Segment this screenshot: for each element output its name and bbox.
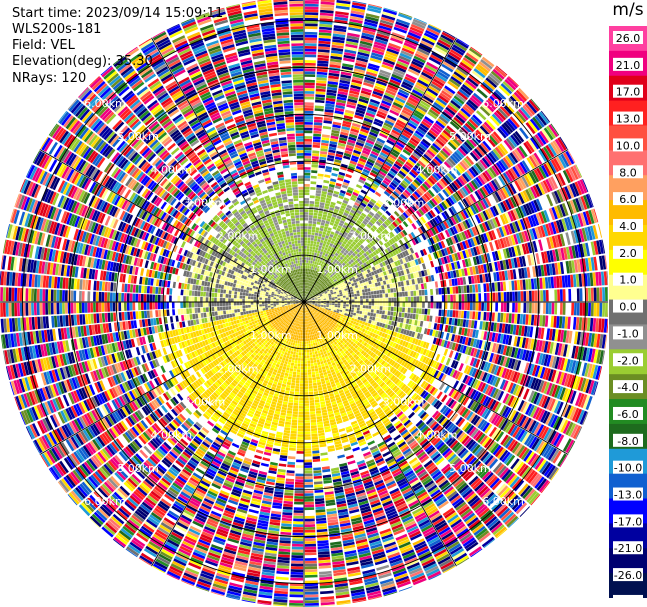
range-ring-label: 1.00km: [316, 263, 358, 276]
colorbar-tick-label: 2.0: [619, 247, 637, 260]
colorbar-tick-label: 10.0: [616, 139, 641, 152]
colorbar-unit: m/s: [612, 0, 644, 20]
colorbar-tick-bg: [613, 31, 643, 44]
range-ring-label: 4.00km: [150, 429, 192, 442]
colorbar: 26.0 21.0 17.0 13.0 10.0 8.0 6.0 4.0 2.0 1.0 0.0 -1…: [609, 26, 647, 598]
colorbar-tick-bg: [613, 111, 643, 125]
range-ring-label: 4.00km: [416, 163, 458, 176]
colorbar-tick-bg: [613, 406, 643, 420]
range-ring-label: 6.00km: [84, 97, 126, 110]
colorbar-tick-bg: [613, 299, 643, 313]
colorbar-tick-bg: [613, 245, 643, 259]
range-ring-label: 5.00km: [117, 462, 159, 475]
azimuth-spoke: [151, 37, 305, 303]
range-rings: 1.00km 2.00km 3.00km 4.00km 5.00km 6.00km 1.00…: [0, 0, 608, 607]
colorbar-tick-bg: [613, 192, 643, 206]
colorbar-tick-bg: [613, 433, 643, 447]
colorbar-tick-label: 17.0: [616, 86, 641, 99]
range-ring-label: 5.00km: [449, 130, 491, 143]
colorbar-tick-label: -30.0: [614, 596, 642, 598]
range-ring-label: 4.00km: [416, 429, 458, 442]
colorbar-tick-bg: [613, 165, 643, 179]
range-ring-label: 2.00km: [217, 230, 259, 243]
range-ring-label: 1.00km: [250, 263, 292, 276]
colorbar-tick-label: -2.0: [617, 354, 638, 367]
colorbar-tick-label: -8.0: [617, 435, 638, 448]
colorbar-tick-label: -4.0: [617, 381, 638, 394]
colorbar-tick-label: 21.0: [616, 59, 641, 72]
range-ring-label: 4.00km: [150, 163, 192, 176]
range-ring-label: 6.00km: [84, 495, 126, 508]
colorbar-tick-label: 6.0: [619, 193, 637, 206]
colorbar-tick-label: 4.0: [619, 220, 637, 233]
azimuth-spoke: [303, 37, 457, 303]
colorbar-tick-bg: [613, 594, 643, 598]
range-ring-label: 6.00km: [482, 97, 524, 110]
azimuth-spoke: [303, 301, 457, 567]
colorbar-tick-label: -1.0: [617, 327, 638, 340]
colorbar-tick-label: 13.0: [616, 113, 641, 126]
range-ring-label: 5.00km: [449, 462, 491, 475]
colorbar-tick-bg: [613, 460, 643, 474]
colorbar-tick-bg: [613, 218, 643, 232]
range-ring-label: 2.00km: [350, 362, 392, 375]
range-ring-label: 3.00km: [184, 396, 226, 409]
azimuth-spoke: [303, 149, 569, 303]
range-ring-label: 2.00km: [350, 230, 392, 243]
range-ring-label: 6.00km: [482, 495, 524, 508]
colorbar-tick-label: -10.0: [614, 462, 642, 475]
colorbar-tick-label: 0.0: [619, 301, 637, 314]
colorbar-tick-bg: [613, 353, 643, 367]
colorbar-tick-bg: [613, 487, 643, 501]
colorbar-tick-label: 26.0: [616, 32, 641, 45]
nrays-text: NRays: 120: [12, 71, 87, 86]
colorbar-tick-label: -17.0: [614, 515, 642, 528]
colorbar-tick-label: -13.0: [614, 489, 642, 502]
azimuth-spoke: [39, 149, 305, 303]
azimuth-spoke: [39, 301, 305, 455]
ppi-plot: 1.00km 2.00km 3.00km 4.00km 5.00km 6.00km 1.00…: [0, 0, 608, 607]
range-ring-label: 3.00km: [383, 196, 425, 209]
start-time-text: Start time: 2023/09/14 15:09:11: [12, 6, 224, 21]
range-ring-label: 1.00km: [250, 329, 292, 342]
colorbar-tick-label: 1.0: [619, 274, 637, 287]
azimuth-spoke: [151, 301, 305, 567]
colorbar-tick-bg: [613, 272, 643, 286]
elevation-text: Elevation(deg): 35.30: [12, 54, 153, 69]
colorbar-tick-bg: [613, 541, 643, 555]
azimuth-spoke: [303, 301, 569, 455]
colorbar-tick-bg: [613, 84, 643, 98]
instrument-text: WLS200s-181: [12, 22, 102, 37]
colorbar-tick-bg: [613, 568, 643, 582]
colorbar-tick-bg: [613, 326, 643, 340]
range-ring-label: 2.00km: [217, 362, 259, 375]
colorbar-tick-label: -26.0: [614, 569, 642, 582]
colorbar-tick-bg: [613, 514, 643, 528]
colorbar-tick-label: -21.0: [614, 542, 642, 555]
colorbar-tick-bg: [613, 138, 643, 152]
colorbar-tick-bg: [613, 380, 643, 394]
colorbar-tick-label: -6.0: [617, 408, 638, 421]
colorbar-tick-bg: [613, 57, 643, 71]
range-ring-label: 5.00km: [117, 130, 159, 143]
range-ring-label: 3.00km: [184, 196, 226, 209]
range-ring-label: 3.00km: [383, 396, 425, 409]
field-text: Field: VEL: [12, 38, 75, 53]
range-ring-label: 1.00km: [316, 329, 358, 342]
colorbar-tick-label: 8.0: [619, 166, 637, 179]
